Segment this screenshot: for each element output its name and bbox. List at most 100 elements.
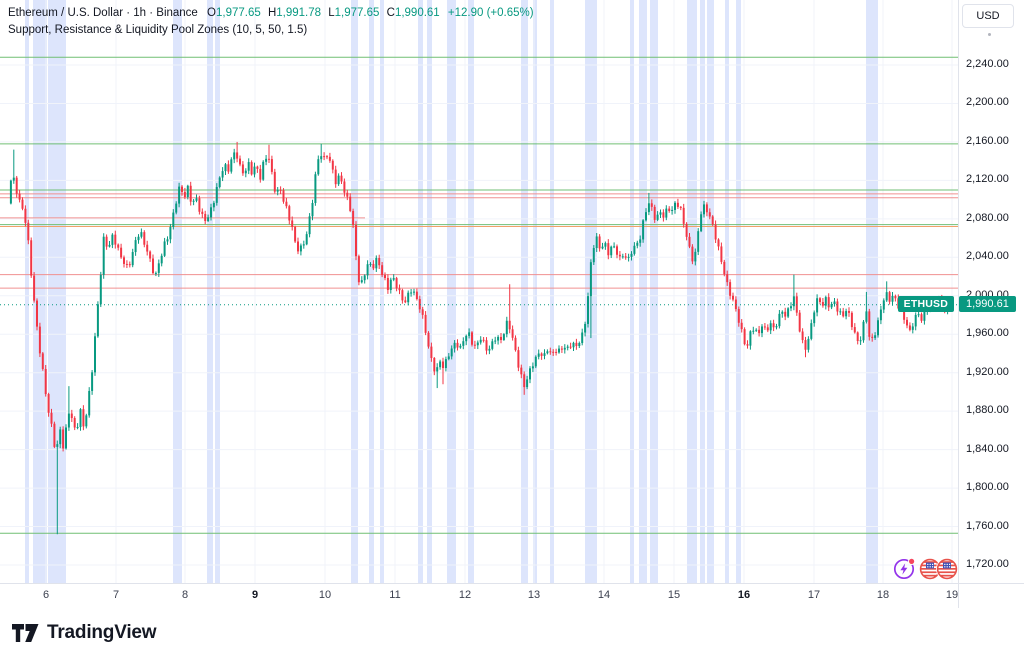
candle-body: [459, 345, 462, 348]
candle-body: [439, 361, 442, 368]
candle-body: [178, 186, 181, 204]
candle-body: [65, 427, 67, 449]
candle-body: [462, 341, 465, 346]
candle-body: [175, 203, 178, 213]
chart-canvas[interactable]: [0, 0, 958, 583]
candle-body: [473, 344, 476, 346]
candle-body: [236, 152, 239, 159]
candle-body: [88, 390, 91, 416]
candle-body: [268, 158, 270, 160]
legend-indicator-row[interactable]: Support, Resistance & Liquidity Pool Zon…: [8, 22, 534, 39]
candle-body: [763, 326, 766, 328]
candle-body: [56, 444, 59, 447]
candle-body: [430, 346, 433, 359]
candle-body: [491, 341, 494, 349]
candle-body: [879, 309, 882, 321]
candle-body: [326, 156, 328, 158]
candle-body: [616, 246, 618, 255]
candle-body: [740, 322, 743, 330]
candle-body: [311, 203, 314, 217]
price-axis-label: 1,800.00: [966, 481, 1009, 494]
currency-toggle-button[interactable]: USD: [962, 4, 1014, 28]
candle-body: [601, 246, 604, 249]
candle-body: [305, 234, 308, 245]
session-highlight-band: [700, 0, 705, 583]
high-label: H: [267, 7, 277, 19]
candle-body: [218, 177, 221, 188]
candle-body: [534, 356, 537, 367]
candle-body: [871, 336, 874, 338]
tradingview-logo[interactable]: TradingView: [12, 622, 157, 644]
candle-body: [920, 314, 923, 321]
candle-body: [224, 164, 227, 172]
candle-body: [839, 311, 842, 313]
candle-body: [346, 192, 349, 197]
candle-body: [830, 304, 833, 308]
candle-body: [647, 203, 650, 213]
candle-body: [819, 298, 821, 303]
session-highlight-band: [33, 0, 47, 583]
candle-body: [294, 226, 297, 242]
candle-body: [450, 348, 453, 357]
session-highlight-band: [468, 0, 474, 583]
candle-body: [691, 246, 694, 262]
candle-body: [404, 300, 407, 303]
candle-body: [436, 367, 439, 372]
candle-body: [790, 306, 792, 309]
candle-body: [917, 314, 920, 316]
candle-body: [500, 336, 502, 340]
session-highlight-band: [707, 0, 714, 583]
candle-body: [894, 295, 897, 299]
time-axis-label: 19: [945, 589, 959, 601]
boost-lightning-icon[interactable]: [893, 557, 916, 580]
candle-body: [433, 358, 436, 372]
candle-body: [183, 191, 186, 198]
candle-body: [720, 246, 723, 262]
candle-body: [546, 351, 549, 354]
candle-body: [627, 256, 630, 258]
candle-body: [250, 162, 253, 175]
candle-body: [485, 340, 488, 351]
candle-body: [233, 152, 236, 160]
candle-body: [589, 262, 592, 297]
low-label: L: [328, 7, 335, 19]
candle-body: [923, 311, 926, 321]
candle-body: [679, 206, 682, 208]
candle-body: [769, 323, 772, 331]
candle-body: [85, 415, 88, 427]
candle-body: [688, 236, 691, 247]
candle-body: [523, 374, 526, 388]
candle-body: [12, 177, 15, 181]
candle-body: [384, 275, 386, 278]
candle-body: [488, 348, 491, 351]
price-axis[interactable]: 2,240.00 2,200.00 2,160.00 2,120.00 2,080.00…: [958, 0, 1024, 583]
candle-body: [38, 326, 41, 354]
candle-body: [355, 224, 357, 257]
time-axis-label: 13: [527, 589, 541, 601]
candle-body: [317, 159, 320, 175]
legend-symbol-row[interactable]: Ethereum / U.S. Dollar · 1h · Binance O1…: [8, 5, 534, 22]
candle-body: [70, 413, 73, 419]
candle-body: [676, 202, 679, 207]
candle-body: [41, 353, 44, 369]
candle-body: [299, 245, 302, 252]
candle-body: [705, 204, 708, 213]
candle-body: [253, 166, 256, 175]
open-label: O: [207, 7, 216, 19]
candle-body: [845, 311, 848, 317]
candle-body: [853, 327, 856, 333]
candlestick-chart[interactable]: [0, 0, 958, 583]
candle-body: [621, 256, 624, 258]
candle-body: [514, 337, 517, 351]
candle-body: [639, 239, 642, 243]
candle-body: [787, 308, 790, 317]
candle-body: [708, 212, 711, 217]
candle-body: [270, 159, 273, 172]
candle-body: [497, 336, 500, 341]
candle-body: [30, 240, 33, 276]
price-axis-label: 2,160.00: [966, 134, 1009, 147]
candle-body: [308, 216, 311, 235]
time-axis[interactable]: 6 7 8 9 10 11 12 13 14 15 16 17 18 19: [0, 583, 958, 608]
candle-body: [125, 263, 128, 265]
